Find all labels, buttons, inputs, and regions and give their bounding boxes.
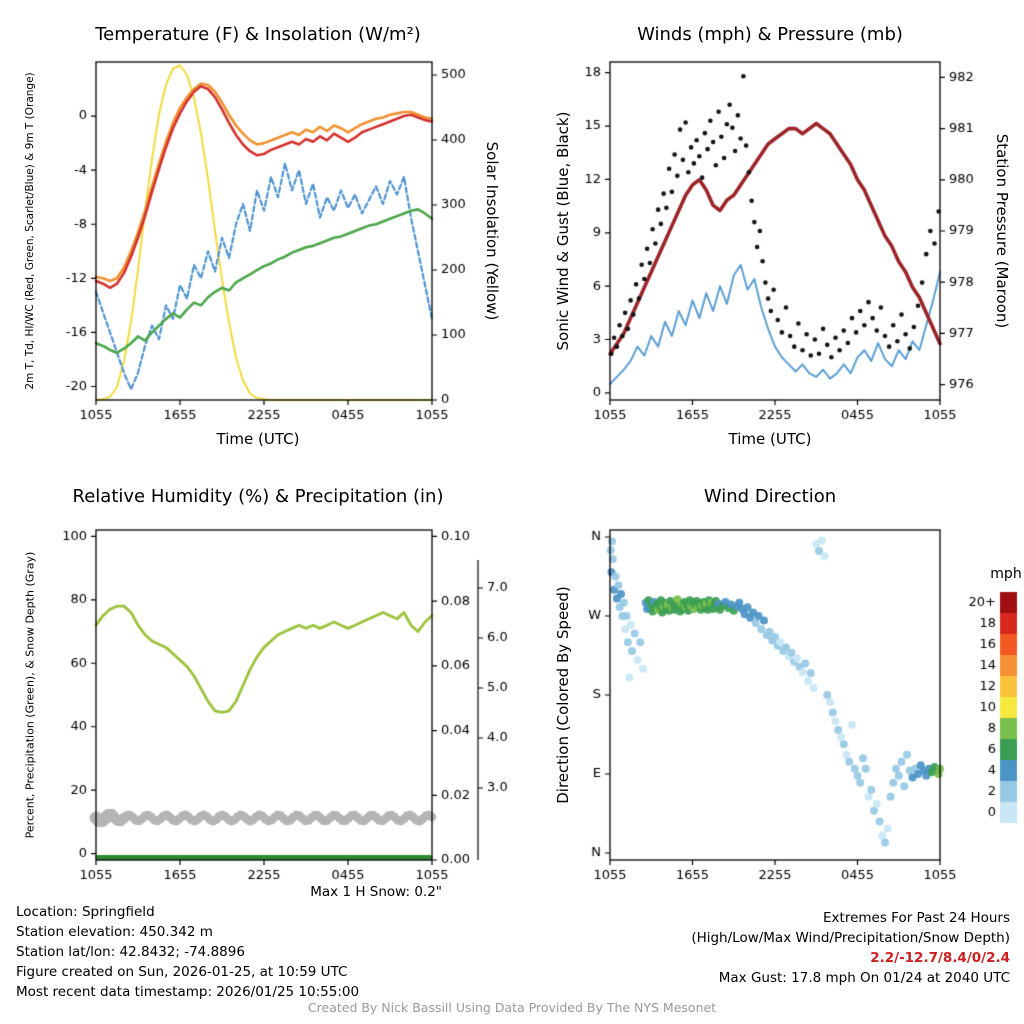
wind-direction-canvas: [512, 480, 1024, 904]
credit-line: Created By Nick Bassill Using Data Provi…: [307, 1000, 717, 1015]
temperature-insolation-canvas: [0, 0, 512, 472]
temperature-left-axis-label: 2m T, Td, HI/WC (Red, Green, Scarlet/Blu…: [24, 72, 36, 390]
direction-left-axis-label: Direction (Colored By Speed): [554, 586, 572, 804]
station-latlon: Station lat/lon: 42.8432; -74.8896: [16, 944, 245, 960]
extremes-subheading: (High/Low/Max Wind/Precipitation/Snow De…: [691, 930, 1010, 946]
winds-x-axis-label: Time (UTC): [728, 430, 812, 448]
max-gust-note: Max Gust: 17.8 mph On 01/24 at 2040 UTC: [718, 970, 1010, 986]
humidity-precip-canvas: [0, 480, 512, 904]
figure-created-timestamp: Figure created on Sun, 2026-01-25, at 10…: [16, 964, 348, 980]
station-elevation: Station elevation: 450.342 m: [16, 924, 213, 940]
max-snow-note: Max 1 H Snow: 0.2": [310, 884, 442, 900]
extremes-heading: Extremes For Past 24 Hours: [823, 910, 1010, 926]
recent-data-timestamp: Most recent data timestamp: 2026/01/25 1…: [16, 984, 360, 1000]
pressure-right-axis-label: Station Pressure (Maroon): [993, 133, 1011, 329]
extremes-values: 2.2/-12.7/8.4/0/2.4: [870, 950, 1010, 966]
temperature-x-axis-label: Time (UTC): [216, 430, 300, 448]
station-info: Location: Springfield Station elevation:…: [16, 902, 359, 1002]
humidity-left-axis-label: Percent, Precipitation (Green), & Snow D…: [23, 551, 37, 839]
winds-pressure-canvas: [512, 0, 1024, 472]
station-location: Location: Springfield: [16, 904, 155, 920]
wind-left-axis-label: Sonic Wind & Gust (Blue, Black): [554, 111, 572, 351]
extremes-info: Extremes For Past 24 Hours (High/Low/Max…: [524, 908, 1010, 988]
insolation-right-axis-label: Solar Insolation (Yellow): [483, 141, 501, 321]
colorbar-title: mph: [990, 566, 1022, 582]
